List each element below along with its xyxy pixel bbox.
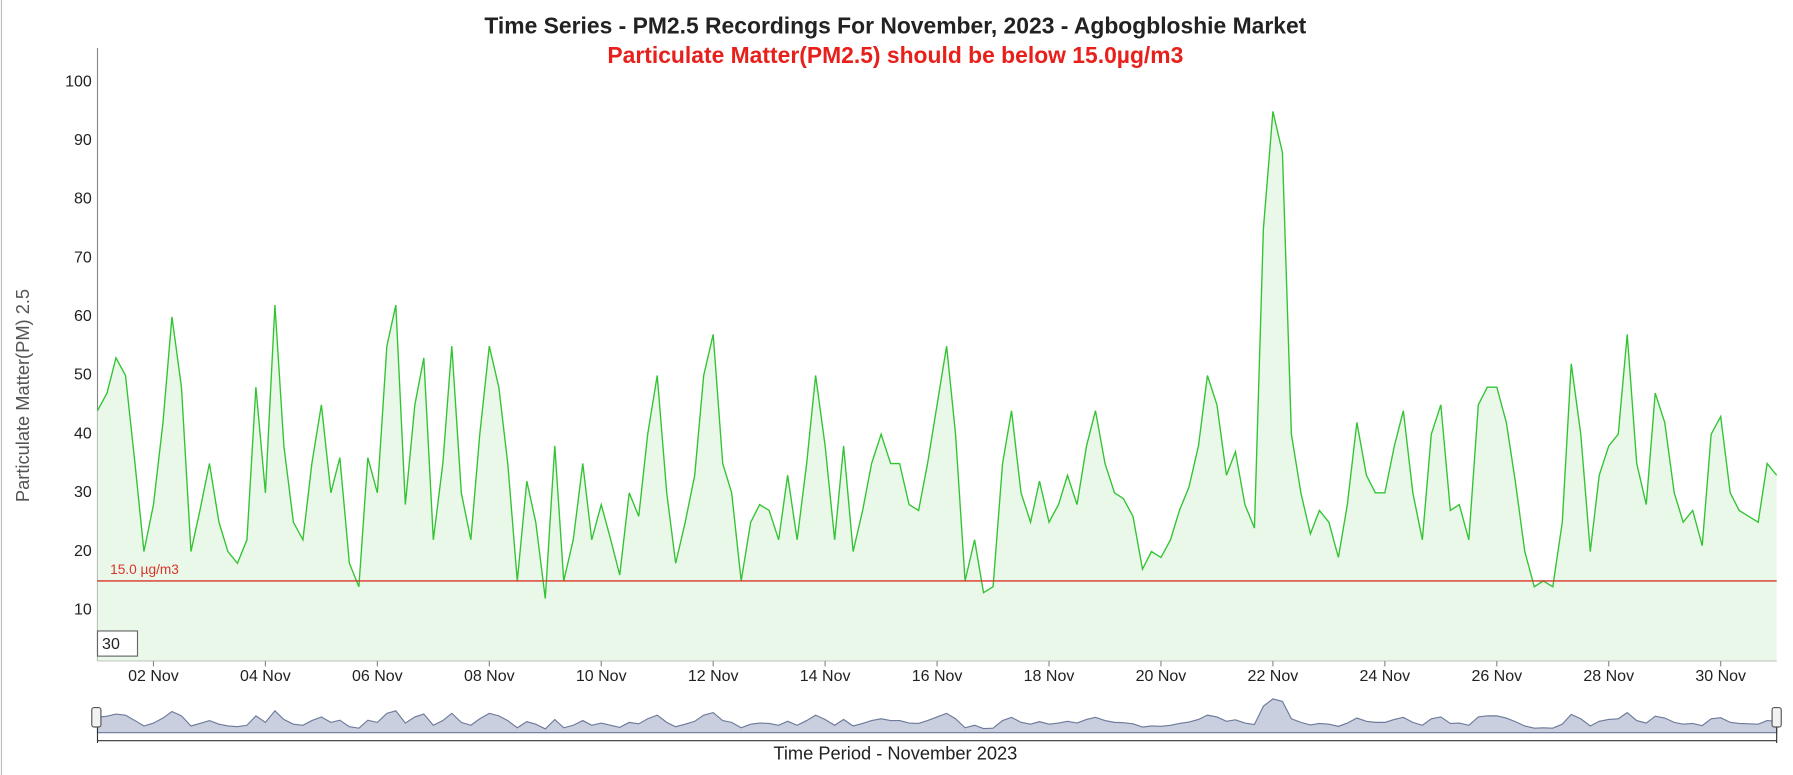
x-tick-label: 28 Nov	[1583, 668, 1634, 685]
x-tick-label: 26 Nov	[1471, 668, 1522, 685]
line	[96, 111, 1778, 599]
y-tick-label: 70	[74, 249, 92, 266]
x-tick-label: 04 Nov	[240, 668, 291, 685]
x-tick-label: 16 Nov	[912, 668, 963, 685]
x-tick-label: 10 Nov	[576, 668, 627, 685]
chart-subtitle: Particulate Matter(PM2.5) should be belo…	[607, 42, 1183, 68]
y-tick-label: 100	[65, 73, 92, 90]
navigator-handle[interactable]	[1771, 706, 1782, 728]
range-input[interactable]	[96, 630, 139, 657]
navigator	[91, 698, 1782, 743]
navigator-handle[interactable]	[91, 706, 102, 728]
y-tick-label: 30	[74, 484, 92, 501]
y-tick-label: 10	[74, 601, 92, 618]
chart-title: Time Series - PM2.5 Recordings For Novem…	[484, 12, 1306, 38]
y-tick-label: 60	[74, 308, 92, 325]
y-tick-label: 90	[74, 132, 92, 149]
x-tick-label: 14 Nov	[800, 668, 851, 685]
x-tick-label: 12 Nov	[688, 668, 739, 685]
y-tick-label: 50	[74, 367, 92, 384]
x-tick-label: 18 Nov	[1024, 668, 1075, 685]
x-tick-label: 20 Nov	[1136, 668, 1187, 685]
x-tick-label: 24 Nov	[1360, 668, 1411, 685]
area-fill	[97, 111, 1777, 661]
y-tick-label: 80	[74, 191, 92, 208]
x-tick-label: 30 Nov	[1695, 668, 1746, 685]
y-tick-label: 40	[74, 425, 92, 442]
y-axis-title: Particulate Matter(PM) 2.5	[12, 289, 33, 502]
y-tick-label: 20	[74, 543, 92, 560]
x-axis-title: Time Period - November 2023	[773, 742, 1017, 763]
threshold-label: 15.0 µg/m3	[110, 562, 179, 577]
x-tick-label: 22 Nov	[1248, 668, 1299, 685]
x-tick-label: 06 Nov	[352, 668, 403, 685]
x-tick-label: 08 Nov	[464, 668, 515, 685]
navigator-series	[96, 698, 1778, 734]
range-input-text[interactable]: 30	[102, 636, 120, 653]
x-tick-label: 02 Nov	[128, 668, 179, 685]
